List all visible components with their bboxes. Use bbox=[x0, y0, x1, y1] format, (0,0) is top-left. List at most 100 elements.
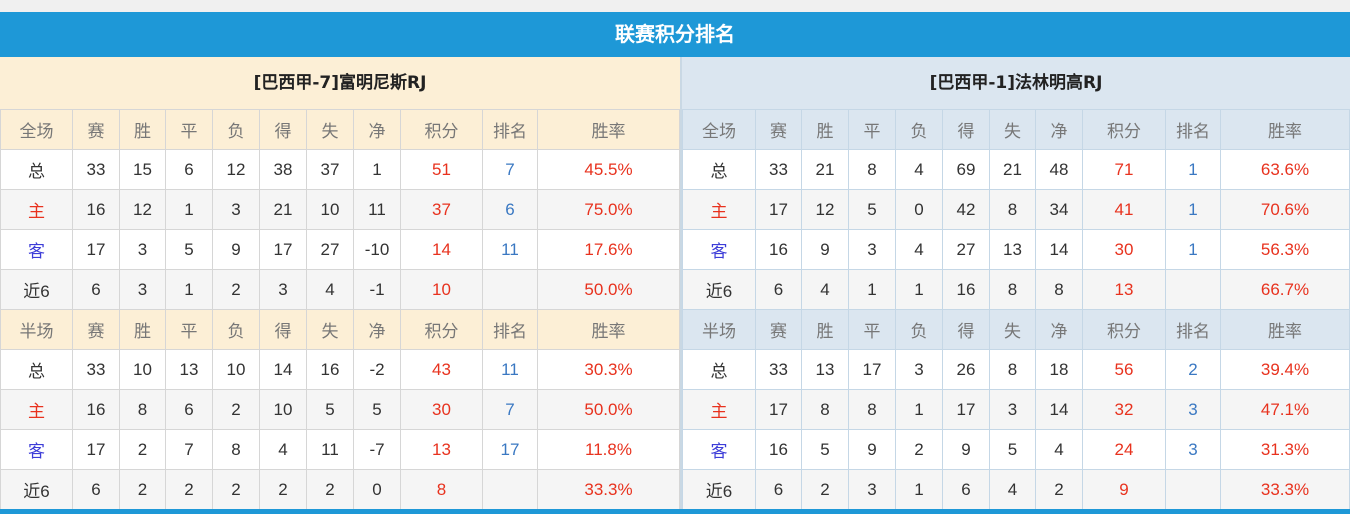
table-row: 近6 6 4 1 1 16 8 8 13 66.7% bbox=[682, 269, 1350, 310]
column-header: 得 bbox=[942, 109, 990, 150]
table-cell: 主 bbox=[682, 189, 756, 230]
table-cell: 10 bbox=[400, 269, 483, 310]
table-cell: 13 bbox=[801, 349, 849, 390]
team-name: [巴西甲-1]法林明高RJ bbox=[682, 57, 1350, 109]
table-cell: 7 bbox=[482, 149, 538, 190]
table-cell: 71 bbox=[1082, 149, 1166, 190]
table-cell: 27 bbox=[306, 229, 354, 270]
table-row: 总 33 13 17 3 26 8 18 56 2 39.4% bbox=[682, 349, 1350, 390]
table-cell: -7 bbox=[353, 429, 401, 470]
table-cell: 8 bbox=[119, 389, 166, 430]
table-cell: 2 bbox=[165, 469, 213, 510]
column-header: 净 bbox=[1035, 309, 1083, 350]
table-cell: 8 bbox=[989, 269, 1036, 310]
column-header: 赛 bbox=[72, 109, 120, 150]
table-cell: 4 bbox=[306, 269, 354, 310]
table-cell: 2 bbox=[212, 389, 260, 430]
table-cell: 6 bbox=[72, 469, 120, 510]
column-header: 积分 bbox=[400, 109, 483, 150]
table-cell: 2 bbox=[801, 469, 849, 510]
table-cell: 33 bbox=[755, 149, 802, 190]
table-cell: 17 bbox=[72, 229, 120, 270]
table-cell: 6 bbox=[482, 189, 538, 230]
table-cell: 近6 bbox=[682, 269, 756, 310]
table-row: 主 17 12 5 0 42 8 34 41 1 70.6% bbox=[682, 189, 1350, 230]
table-cell bbox=[1165, 269, 1221, 310]
table-cell: 69 bbox=[942, 149, 990, 190]
header-row: 半场赛胜平负得失净积分 排名 胜率 bbox=[0, 309, 680, 350]
column-header: 得 bbox=[942, 309, 990, 350]
away-team-panel: [巴西甲-1]法林明高RJ 全场赛胜平负得失净积分 排名 胜率总 33 21 8 4 69 21… bbox=[680, 57, 1350, 514]
table-cell: 12 bbox=[119, 189, 166, 230]
table-cell: 33.3% bbox=[537, 469, 680, 510]
table-cell: 17 bbox=[72, 429, 120, 470]
table-cell: 11 bbox=[306, 429, 354, 470]
table-cell: 21 bbox=[801, 149, 849, 190]
table-cell: 2 bbox=[119, 469, 166, 510]
table-cell: -10 bbox=[353, 229, 401, 270]
table-cell: 3 bbox=[989, 389, 1036, 430]
table-cell: 5 bbox=[165, 229, 213, 270]
table-cell: 16 bbox=[755, 229, 802, 270]
table-cell: 6 bbox=[165, 389, 213, 430]
column-header: 平 bbox=[848, 309, 896, 350]
table-cell: 17 bbox=[482, 429, 538, 470]
table-cell: 14 bbox=[259, 349, 307, 390]
table-cell: 1 bbox=[895, 389, 943, 430]
table-cell: 主 bbox=[0, 389, 73, 430]
table-cell: 31.3% bbox=[1220, 429, 1350, 470]
column-header: 排名 bbox=[482, 309, 538, 350]
table-cell: 12 bbox=[801, 189, 849, 230]
home-team-panel: [巴西甲-7]富明尼斯RJ 全场赛胜平负得失净积分 排名 胜率总 33 15 6 12 38 3… bbox=[0, 57, 680, 514]
table-cell: 主 bbox=[0, 189, 73, 230]
table-cell: 33.3% bbox=[1220, 469, 1350, 510]
table-cell: 43 bbox=[400, 349, 483, 390]
table-cell: 1 bbox=[165, 269, 213, 310]
table-cell: 63.6% bbox=[1220, 149, 1350, 190]
table-cell: 1 bbox=[1165, 149, 1221, 190]
table-cell: 17 bbox=[848, 349, 896, 390]
team-name: [巴西甲-7]富明尼斯RJ bbox=[0, 57, 680, 109]
table-cell: 9 bbox=[801, 229, 849, 270]
table-cell: 3 bbox=[1165, 429, 1221, 470]
table-cell: 16 bbox=[306, 349, 354, 390]
table-cell: 客 bbox=[0, 229, 73, 270]
table-cell: 12 bbox=[212, 149, 260, 190]
column-header: 胜率 bbox=[1220, 109, 1350, 150]
table-cell: 14 bbox=[1035, 389, 1083, 430]
table-cell: 2 bbox=[259, 469, 307, 510]
table-cell: 26 bbox=[942, 349, 990, 390]
table-cell: 33 bbox=[755, 349, 802, 390]
table-cell: 13 bbox=[1082, 269, 1166, 310]
table-row: 总 33 21 8 4 69 21 48 71 1 63.6% bbox=[682, 149, 1350, 190]
column-header: 赛 bbox=[755, 309, 802, 350]
table-cell: 4 bbox=[895, 229, 943, 270]
table-cell: 17 bbox=[942, 389, 990, 430]
table-cell: 8 bbox=[400, 469, 483, 510]
table-cell: -2 bbox=[353, 349, 401, 390]
page-title: 联赛积分排名 bbox=[0, 12, 1350, 57]
standings-table: 全场赛胜平负得失净积分 排名 胜率总 33 21 8 4 69 21 48 71 1 63.6% 主 17 1… bbox=[682, 109, 1350, 510]
table-cell: 10 bbox=[212, 349, 260, 390]
table-cell: 1 bbox=[165, 189, 213, 230]
column-header: 得 bbox=[259, 109, 307, 150]
table-cell: 总 bbox=[682, 149, 756, 190]
table-cell: 9 bbox=[212, 229, 260, 270]
table-cell: 近6 bbox=[0, 269, 73, 310]
table-row: 总 33 10 13 10 14 16 -2 43 11 30.3% bbox=[0, 349, 680, 390]
column-header: 失 bbox=[989, 109, 1036, 150]
table-cell: 4 bbox=[1035, 429, 1083, 470]
table-cell: 3 bbox=[1165, 389, 1221, 430]
table-cell: 47.1% bbox=[1220, 389, 1350, 430]
table-cell: 3 bbox=[119, 269, 166, 310]
table-cell: 30 bbox=[1082, 229, 1166, 270]
table-cell: 30 bbox=[400, 389, 483, 430]
table-cell: 1 bbox=[848, 269, 896, 310]
table-cell: 8 bbox=[989, 349, 1036, 390]
table-cell: 10 bbox=[306, 189, 354, 230]
table-cell: 18 bbox=[1035, 349, 1083, 390]
table-cell: 6 bbox=[165, 149, 213, 190]
table-cell: 66.7% bbox=[1220, 269, 1350, 310]
table-row: 客 17 3 5 9 17 27 -10 14 11 17.6% bbox=[0, 229, 680, 270]
table-cell: 6 bbox=[755, 269, 802, 310]
